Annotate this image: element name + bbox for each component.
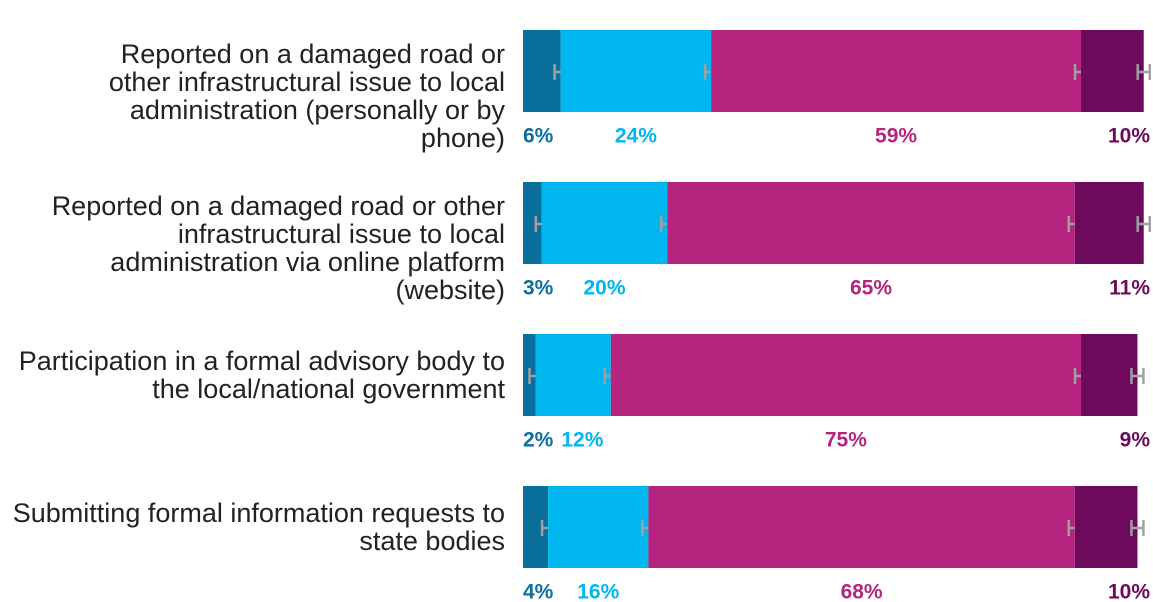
category-label: Submitting formal information requests t… xyxy=(12,498,505,556)
value-label: 4% xyxy=(523,581,554,602)
value-label: 10% xyxy=(1108,581,1150,602)
value-label: 65% xyxy=(850,277,892,300)
bar-segment xyxy=(548,486,649,568)
value-label: 3% xyxy=(523,277,554,300)
value-label: 20% xyxy=(583,277,625,300)
value-label: 16% xyxy=(577,581,619,602)
bar-segment xyxy=(1081,334,1138,416)
value-label: 6% xyxy=(523,125,554,148)
category-label: Reported on a damaged road or other infr… xyxy=(51,191,505,305)
error-bar xyxy=(1130,368,1145,384)
bar-segment xyxy=(610,334,1082,416)
bar-segment xyxy=(1074,182,1144,264)
bar-segment xyxy=(541,182,668,264)
value-label: 12% xyxy=(561,429,603,452)
bar-segment xyxy=(711,30,1082,112)
value-label: 59% xyxy=(875,125,917,148)
value-label: 10% xyxy=(1108,125,1150,148)
value-label: 24% xyxy=(615,125,657,148)
value-label: 11% xyxy=(1109,277,1150,300)
value-label: 75% xyxy=(825,429,867,452)
bar-segment xyxy=(648,486,1075,568)
value-label: 2% xyxy=(523,429,554,452)
bar-segment xyxy=(1081,30,1144,112)
value-label: 68% xyxy=(841,581,883,602)
error-bar xyxy=(1136,216,1151,232)
bar-segment xyxy=(560,30,712,112)
bar-segment xyxy=(1074,486,1138,568)
bar-segment xyxy=(667,182,1075,264)
error-bar xyxy=(1136,64,1151,80)
bar-segment xyxy=(523,182,542,264)
category-label: Participation in a formal advisory body … xyxy=(18,346,505,404)
error-bar xyxy=(1130,520,1145,536)
value-label: 9% xyxy=(1120,429,1151,452)
bar-segment xyxy=(535,334,611,416)
category-label: Reported on a damaged road or other infr… xyxy=(108,39,505,153)
